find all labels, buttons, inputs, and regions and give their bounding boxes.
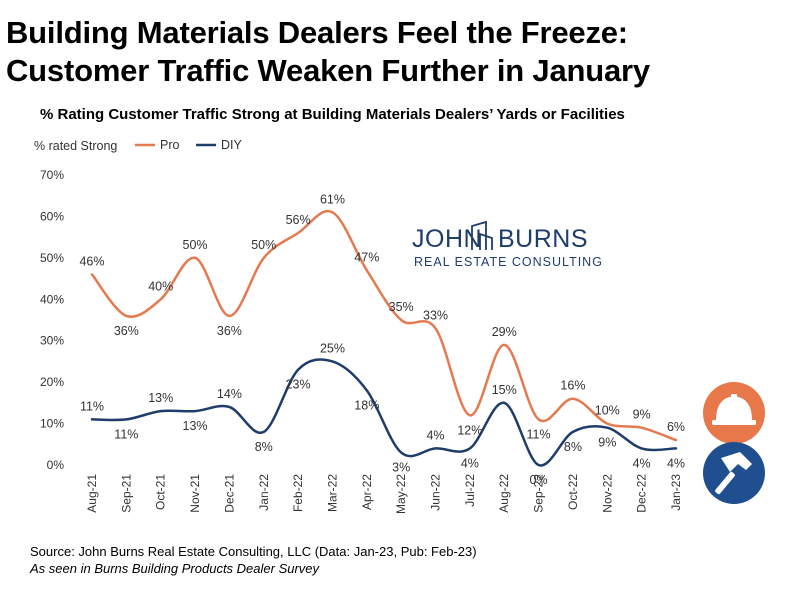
y-tick-label: 50%	[40, 251, 64, 265]
x-tick-label: Oct-22	[566, 474, 580, 510]
series-lines	[90, 209, 678, 467]
line-chart: % rated Strong Pro DIY JOHN BURNS REAL E…	[34, 138, 765, 514]
data-label-diy: 11%	[80, 399, 104, 413]
diy-badge-circle	[703, 442, 765, 504]
data-label-pro: 16%	[560, 379, 585, 393]
data-label-diy: 23%	[286, 378, 311, 392]
data-label-pro: 29%	[492, 325, 517, 339]
brand-logo: JOHN BURNS REAL ESTATE CONSULTING	[412, 220, 603, 269]
data-label-pro: 10%	[595, 404, 620, 418]
x-tick-label: Aug-21	[85, 474, 99, 513]
data-label-diy: 9%	[598, 436, 616, 450]
data-label-diy: 8%	[564, 440, 582, 454]
hard-hat-icon	[712, 394, 756, 425]
data-label-pro: 6%	[667, 420, 685, 434]
diy-badge	[703, 442, 765, 504]
y-tick-label: 30%	[40, 334, 64, 348]
x-tick-label: Jun-22	[429, 474, 443, 511]
series-line-diy	[90, 358, 678, 467]
data-label-diy: 11%	[114, 427, 138, 441]
data-label-pro: 12%	[457, 423, 482, 437]
x-tick-label: Aug-22	[497, 474, 511, 513]
source-note: Source: John Burns Real Estate Consultin…	[30, 544, 477, 559]
data-label-pro: 9%	[633, 408, 651, 422]
x-tick-label: Nov-22	[600, 474, 614, 513]
data-label-diy: 13%	[148, 391, 173, 405]
legend: % rated Strong Pro DIY	[34, 138, 243, 153]
data-label-pro: 33%	[423, 308, 448, 322]
y-axis: 0% 10% 20% 30% 40% 50% 60% 70%	[40, 168, 64, 472]
x-tick-label: Jan-22	[257, 474, 271, 511]
data-label-pro: 50%	[183, 238, 208, 252]
hammer-icon	[715, 452, 752, 495]
data-label-diy: 3%	[392, 461, 410, 475]
y-tick-label: 70%	[40, 168, 64, 182]
data-label-diy: 0%	[530, 473, 548, 487]
data-label-pro: 11%	[527, 427, 551, 441]
data-label-pro: 40%	[148, 279, 173, 293]
brand-tagline: REAL ESTATE CONSULTING	[414, 255, 603, 269]
pro-badge	[703, 382, 765, 444]
x-tick-label: Sep-22	[532, 474, 546, 513]
y-tick-label: 0%	[47, 458, 65, 472]
y-tick-label: 20%	[40, 375, 64, 389]
data-label-pro: 61%	[320, 192, 345, 206]
x-tick-label: Oct-21	[154, 474, 168, 510]
y-axis-label: % rated Strong	[34, 139, 117, 153]
headline-line-2: Customer Traffic Weaken Further in Janua…	[6, 53, 650, 88]
data-label-pro: 46%	[79, 254, 104, 268]
building-icon	[471, 220, 493, 250]
x-tick-label: Dec-21	[222, 474, 236, 513]
series-line-pro	[90, 209, 678, 442]
x-tick-label: Mar-22	[325, 474, 339, 512]
headline-line-1: Building Materials Dealers Feel the Free…	[6, 15, 628, 50]
data-label-diy: 8%	[255, 440, 273, 454]
y-tick-label: 60%	[40, 209, 64, 223]
x-tick-label: Apr-22	[360, 474, 374, 510]
headline: Building Materials Dealers Feel the Free…	[6, 14, 650, 90]
data-label-diy: 18%	[354, 398, 379, 412]
legend-diy-label: DIY	[221, 138, 243, 152]
x-tick-label: Sep-21	[119, 474, 133, 513]
data-label-pro: 36%	[114, 324, 139, 338]
data-label-diy: 4%	[426, 428, 444, 442]
data-labels: 46% 36% 40% 50% 36% 50% 56% 61% 47% 35% 33% 12% 29% 1…	[79, 192, 685, 487]
data-label-pro: 47%	[354, 250, 379, 264]
chart-title: % Rating Customer Traffic Strong at Buil…	[40, 106, 625, 123]
data-label-diy: 4%	[633, 456, 651, 470]
data-label-pro: 36%	[217, 324, 242, 338]
x-tick-label: Jan-23	[669, 474, 683, 511]
x-tick-label: Jul-22	[463, 474, 477, 507]
x-tick-label: May-22	[394, 474, 408, 514]
x-tick-label: Nov-21	[188, 474, 202, 513]
survey-note: As seen in Burns Building Products Deale…	[30, 561, 320, 576]
data-label-diy: 4%	[461, 456, 479, 470]
y-tick-label: 40%	[40, 292, 64, 306]
y-tick-label: 10%	[40, 417, 64, 431]
data-label-diy: 15%	[492, 383, 517, 397]
data-label-diy: 25%	[320, 341, 345, 355]
data-label-pro: 50%	[251, 238, 276, 252]
legend-pro-label: Pro	[160, 138, 180, 152]
x-tick-label: Feb-22	[291, 474, 305, 512]
data-label-diy: 13%	[183, 419, 208, 433]
data-label-diy: 4%	[667, 456, 685, 470]
x-tick-label: Dec-22	[635, 474, 649, 513]
data-label-pro: 56%	[286, 213, 311, 227]
x-axis: Aug-21 Sep-21 Oct-21 Nov-21 Dec-21 Jan-22 Feb-…	[85, 474, 683, 514]
brand-word-john: JOHN	[412, 225, 482, 253]
brand-word-burns: BURNS	[498, 225, 588, 253]
data-label-pro: 35%	[389, 300, 414, 314]
data-label-diy: 14%	[217, 387, 242, 401]
